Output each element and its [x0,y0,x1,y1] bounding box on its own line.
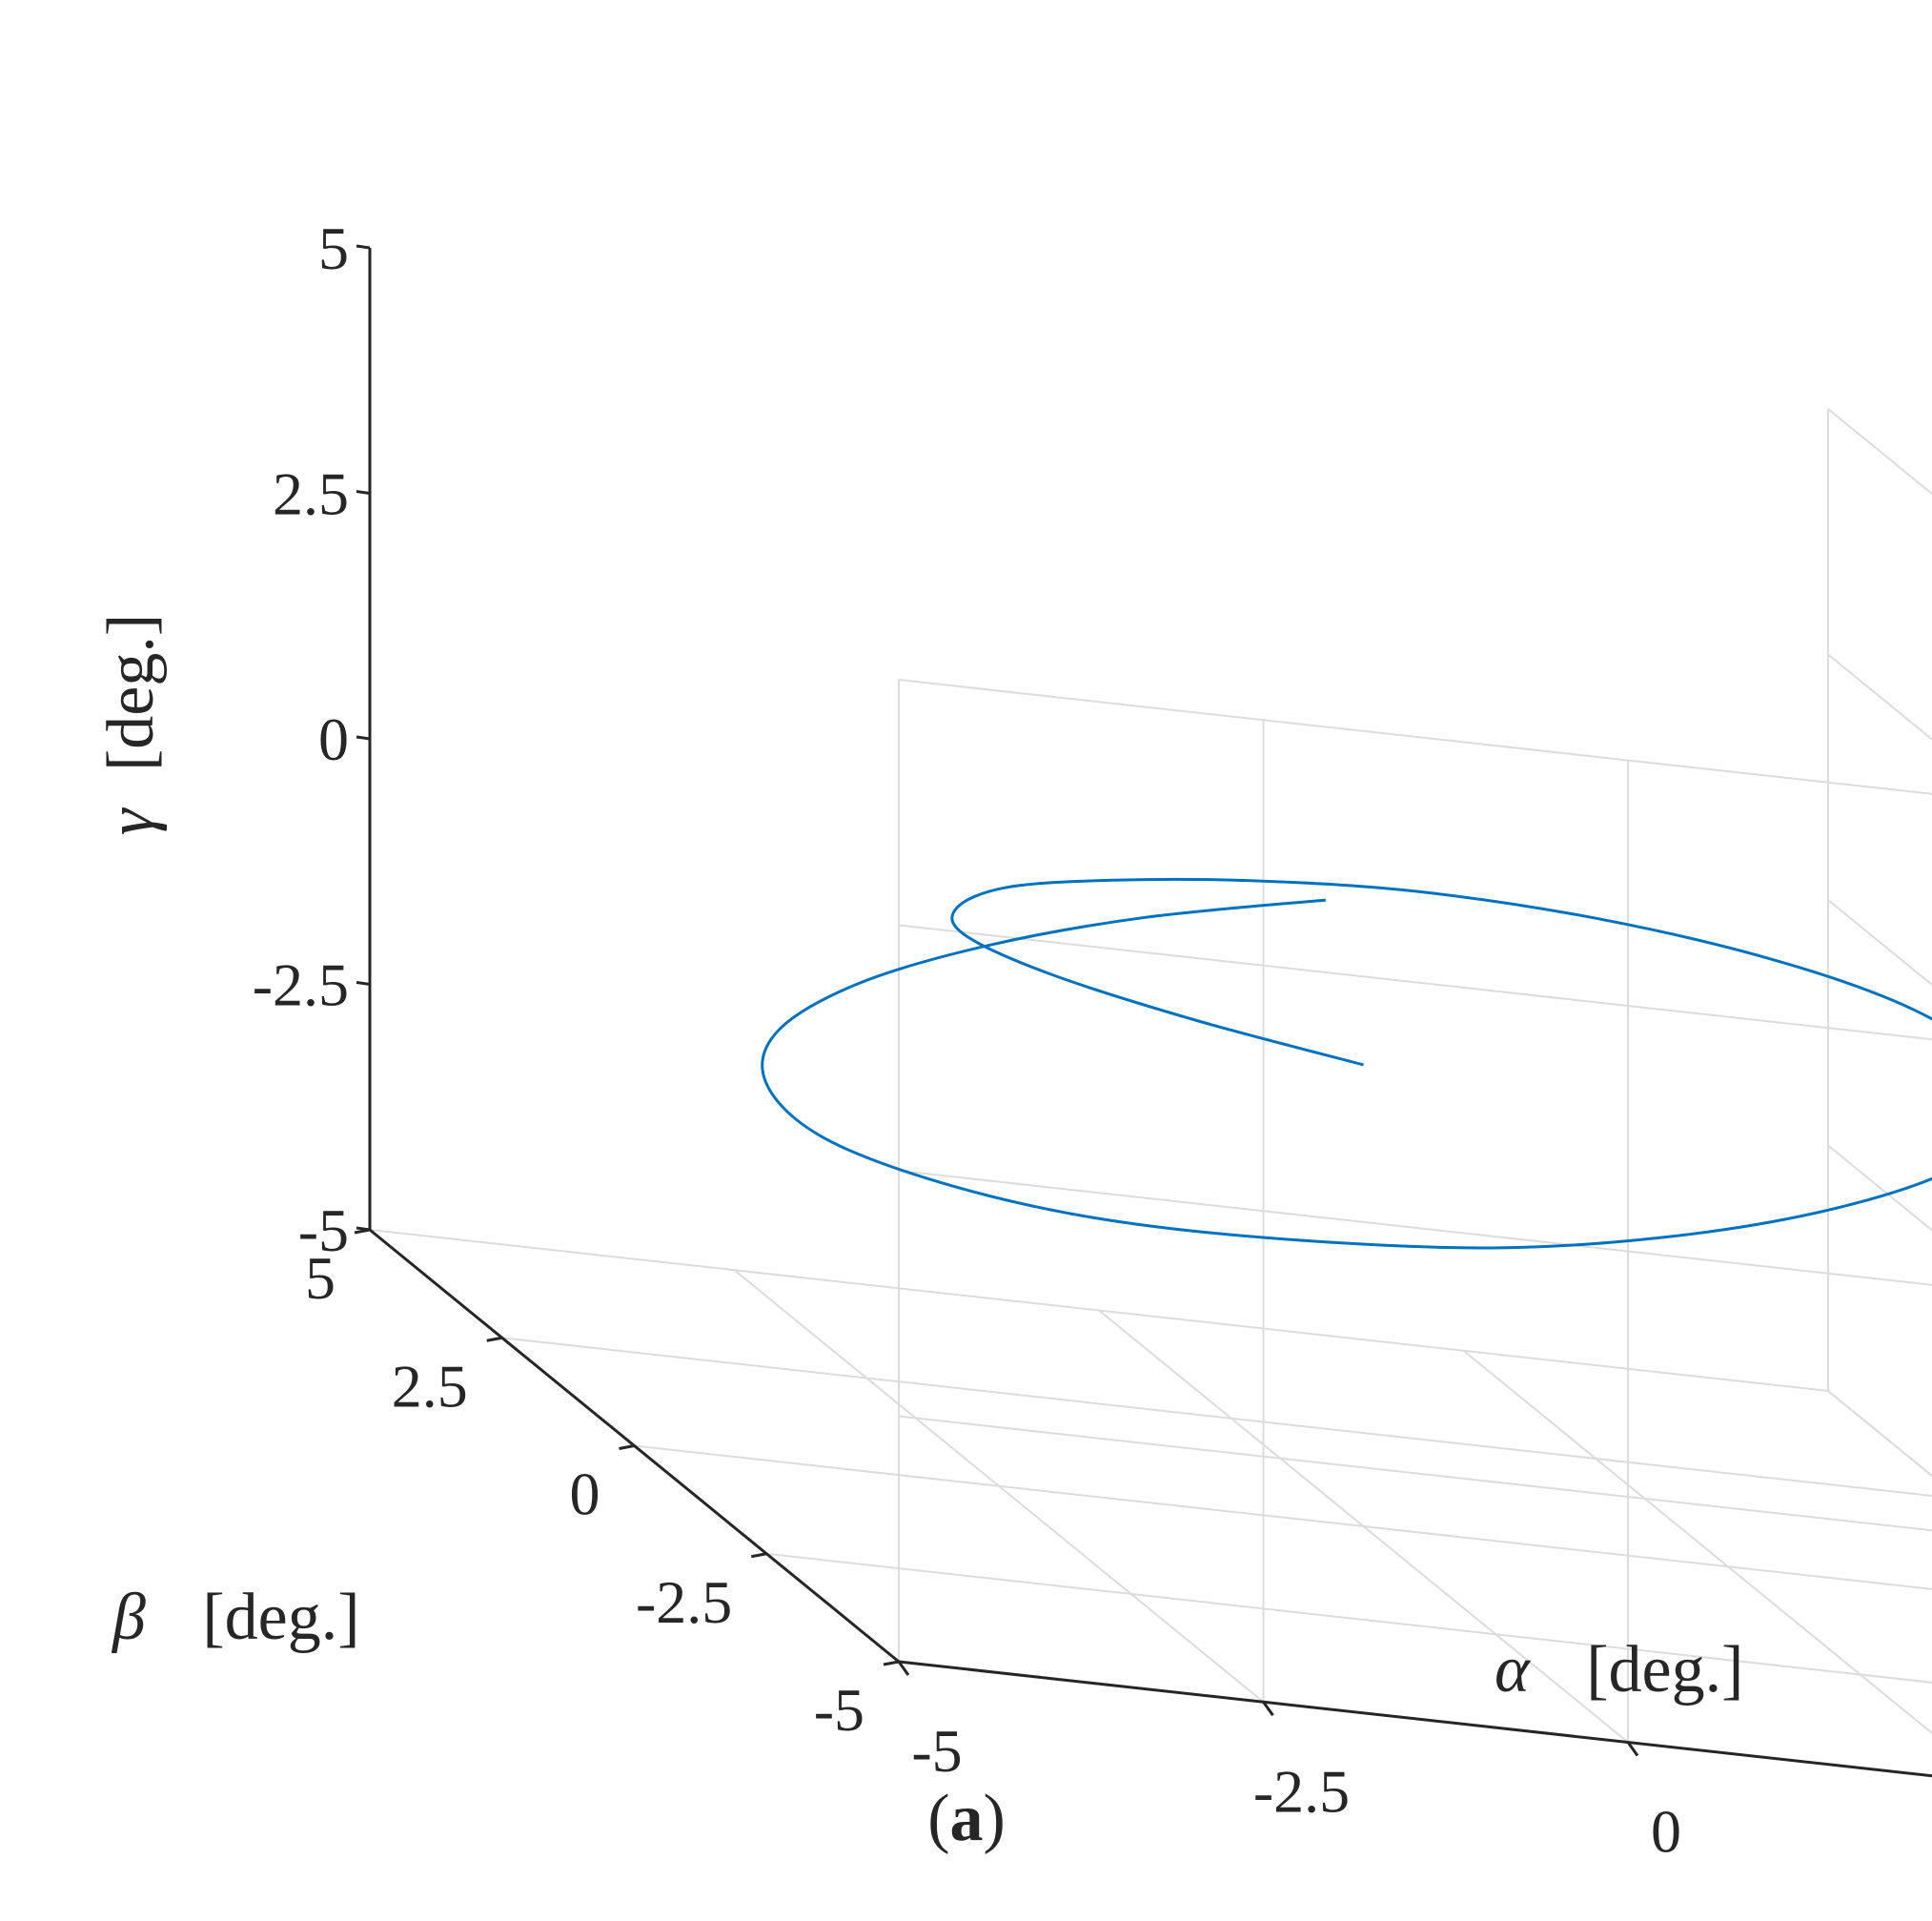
z-tick [356,490,371,495]
y-axis-symbol: β [111,1581,146,1654]
x-axis-symbol: α [1495,1633,1531,1706]
grid-lines [369,408,1932,1777]
grid-line [1827,1144,1932,1232]
grid-line [1462,1349,1932,1735]
axes: -5-2.502.55-5-2.502.55-5-2.502.55 [253,215,1932,1866]
x-tick [1626,1741,1639,1757]
z-tick [356,244,371,250]
y-axis-unit: [deg.] [202,1581,359,1654]
grid-line [1827,653,1932,741]
grid-line [1827,408,1932,496]
x-axis-title: α [deg.] [1495,1633,1743,1706]
x-tick-label: 0 [1651,1798,1681,1866]
grid-line [634,1444,1932,1590]
x-tick-label: -5 [911,1717,962,1785]
grid-line [898,924,1932,1041]
z-tick-label: 5 [318,215,349,282]
z-tick [356,735,371,741]
y-tick-label: -5 [814,1676,864,1744]
z-axis-title: γ [deg.] [94,614,168,835]
grid-line [369,1229,1829,1392]
grid-line [898,1170,1932,1286]
figure-caption: (a) [927,1782,1006,1855]
z-tick-label: -5 [298,1196,349,1264]
caption-close-paren: ) [984,1782,1006,1855]
z-axis-unit: [deg.] [94,614,168,771]
grid-line [898,679,1932,795]
grid-line [898,1661,1932,1777]
y-tick [619,1444,635,1450]
z-tick-label: -2.5 [253,951,349,1019]
grid-line [1827,1390,1932,1478]
y-tick-label: -2.5 [636,1568,732,1636]
y-tick [883,1660,900,1666]
caption-letter: a [950,1782,984,1855]
y-tick-label: 2.5 [392,1352,468,1420]
grid-line [766,1552,1932,1684]
y-tick-label: 5 [305,1244,336,1312]
z-tick-label: 2.5 [273,460,349,528]
grid-line [1827,1390,1932,1478]
x-axis-unit: [deg.] [1586,1633,1743,1706]
y-axis-title: β [deg.] [111,1581,360,1654]
grid-line [898,1661,1932,1777]
x-tick [1262,1701,1274,1717]
x-tick-label: -2.5 [1253,1757,1350,1825]
z-tick [356,981,371,986]
grid-line [501,1337,1932,1497]
y-tick [354,1228,371,1235]
grid-line [1827,899,1932,987]
z-tick-label: 0 [318,705,349,773]
y-tick-label: 0 [570,1461,600,1528]
x-axis-line [898,1660,1932,1778]
caption-open-paren: ( [927,1782,949,1855]
trajectory-line [761,877,1932,1250]
y-tick [486,1336,503,1342]
z-axis-symbol: γ [94,807,168,835]
plot-area [761,877,1932,1250]
y-tick [750,1552,767,1559]
x-tick [897,1661,910,1676]
grid-line [898,1415,1932,1532]
